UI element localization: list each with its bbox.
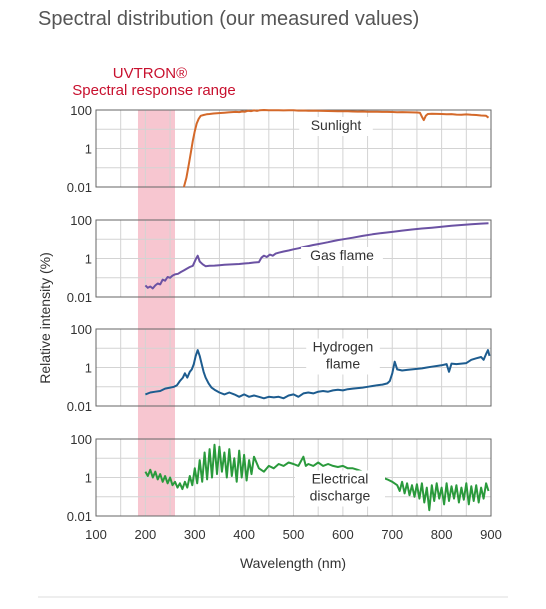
y-tick-label: 0.01 (67, 290, 92, 305)
x-tick-label: 900 (480, 527, 502, 542)
series-line-4 (144, 443, 490, 512)
highlight-label-line2: Spectral response range (72, 82, 235, 99)
x-axis-label: Wavelength (nm) (240, 555, 346, 571)
y-tick-label: 1 (85, 252, 92, 267)
x-tick-label: 600 (332, 527, 354, 542)
y-tick-label: 100 (70, 322, 92, 337)
x-tick-label: 200 (135, 527, 157, 542)
y-tick-label: 100 (70, 432, 92, 447)
bottom-divider (38, 596, 508, 598)
panel-frame (95, 438, 492, 517)
panel-1: 100 1 0.01 Sunlight (67, 103, 492, 195)
highlight-label-line1: UVTRON® (113, 65, 187, 82)
x-tick-label: 500 (283, 527, 305, 542)
series-label: Sunlight (311, 117, 362, 133)
panels-layer: 100 1 0.01 Sunlight 100 1 0.01 Gas flame 100 1 0.0… (67, 103, 492, 524)
y-tick-label: 1 (85, 361, 92, 376)
y-tick-label: 0.01 (67, 180, 92, 195)
series-label-backing (299, 117, 373, 136)
y-tick-label: 1 (85, 142, 92, 157)
x-tick-label: 300 (184, 527, 206, 542)
panel-3: 100 1 0.01 Hydrogen flame (67, 322, 492, 414)
x-tick-label: 700 (381, 527, 403, 542)
series-label: Gas flame (310, 247, 374, 263)
panel-frame (95, 219, 492, 298)
highlight-band (137, 110, 175, 516)
y-tick-label: 0.01 (67, 509, 92, 524)
series-label: Hydrogen flame (313, 339, 374, 372)
y-tick-label: 100 (70, 213, 92, 228)
y-tick-label: 100 (70, 103, 92, 118)
y-tick-label: 0.01 (67, 399, 92, 414)
x-tick-label: 800 (431, 527, 453, 542)
y-tick-label: 1 (85, 471, 92, 486)
y-axis-label: Relative intensity (%) (37, 252, 53, 384)
chart-title: Spectral distribution (our measured valu… (38, 8, 420, 30)
series-label: Electrical discharge (310, 471, 371, 504)
series-label-backing (295, 470, 385, 507)
x-tick-labels: 100 200 300 400 500 600 700 800 900 (85, 527, 502, 542)
x-tick-label: 400 (233, 527, 255, 542)
panel-4: 100 1 0.01 Electrical discharge (67, 432, 492, 524)
series-label-backing (301, 247, 383, 266)
panel-2: 100 1 0.01 Gas flame (67, 213, 492, 305)
series-label-backing (306, 338, 380, 375)
series-line-3 (145, 349, 491, 400)
series-line-1 (182, 109, 490, 188)
series-line-2 (144, 222, 489, 290)
panel-frame (95, 328, 492, 407)
x-tick-label: 100 (85, 527, 107, 542)
